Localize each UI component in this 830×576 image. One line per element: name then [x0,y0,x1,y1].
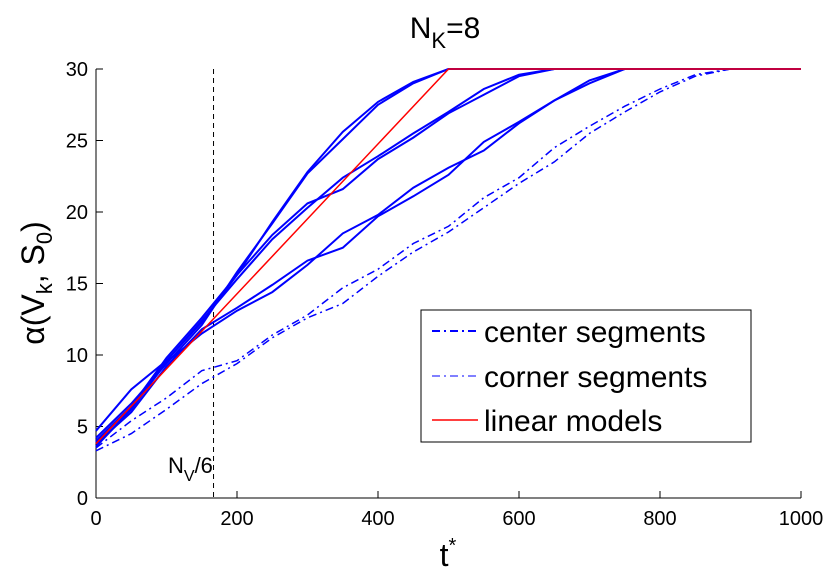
x-tick-label: 800 [643,508,676,530]
y-tick-label: 25 [66,131,88,153]
axis-ticks [95,68,802,499]
legend-label-center: center segments [484,316,706,349]
legend-label-linear: linear models [484,405,662,438]
x-tick-label: 600 [502,508,535,530]
y-tick-label: 20 [66,202,88,224]
legend-label-corner: corner segments [484,361,707,394]
legend: center segments corner segments linear m… [420,309,752,443]
vline-label: NV/6 [168,453,213,485]
series-line-6 [95,68,801,449]
y-tick-label: 30 [66,59,88,81]
linear-model-line [95,68,801,445]
series-line-7 [95,68,801,452]
tick-labels: 0 200 400 600 800 1000 0 5 10 15 20 25 30 [66,59,824,530]
series-line-2 [95,68,801,442]
chart-title: NK=8 [410,12,481,53]
x-tick-label: 200 [220,508,253,530]
y-tick-label: 0 [77,488,88,510]
series-group [95,68,801,452]
x-tick-label: 1000 [779,508,824,530]
x-axis-label: t* [440,535,457,573]
x-tick-label: 0 [90,508,101,530]
y-tick-label: 15 [66,274,88,296]
y-tick-label: 10 [66,345,88,367]
y-axis-label: α(Vk, S0) [15,221,57,345]
series-line-3 [95,68,801,443]
x-tick-label: 400 [361,508,394,530]
y-tick-label: 5 [77,417,88,439]
